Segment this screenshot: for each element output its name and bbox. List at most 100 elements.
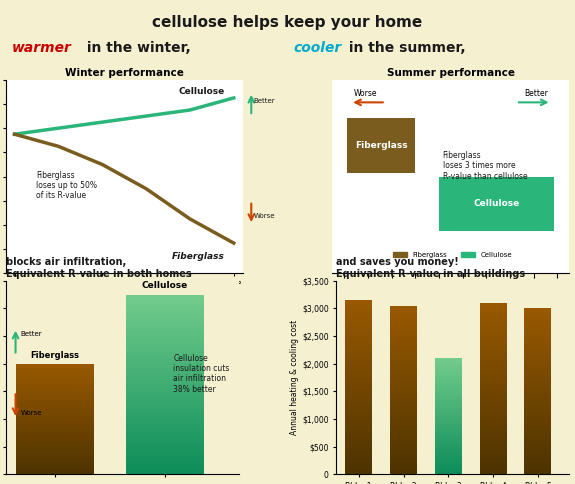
Bar [16,402,94,404]
Bar [390,331,417,333]
Bar [16,408,94,409]
Bar [390,456,417,457]
Bar [435,416,462,417]
Bar [480,341,507,342]
Bar [16,415,94,416]
Bar [126,427,204,429]
Bar [126,397,204,399]
Bar [16,472,94,473]
Bar [16,411,94,412]
Bar [524,345,551,347]
Bar [390,341,417,343]
Bar [480,406,507,408]
Bar [390,305,417,307]
Bar [16,377,94,378]
Bar [346,326,372,328]
Bar [524,342,551,343]
Bar [390,454,417,456]
Bar [346,370,372,372]
Bar [524,469,551,471]
Bar [435,415,462,416]
Bar [524,315,551,317]
Bar [390,309,417,311]
Bar [346,318,372,319]
Bar [16,376,94,377]
Bar [126,453,204,454]
Bar [480,380,507,382]
Bar [524,448,551,450]
Bar [390,419,417,420]
Bar [346,305,372,307]
Bar [16,444,94,446]
Bar [390,451,417,453]
Bar [390,373,417,375]
Bar [524,318,551,320]
Bar [524,355,551,357]
Bar [390,334,417,336]
Bar [435,469,462,471]
Bar [126,399,204,401]
Bar [346,436,372,438]
Bar [390,377,417,378]
Bar [480,404,507,406]
Bar [346,319,372,321]
Bar [390,358,417,360]
Bar [16,370,94,371]
Bar [346,413,372,415]
Bar [524,365,551,366]
Bar [126,429,204,431]
Bar [524,439,551,441]
Bar [126,302,204,303]
Bar [16,409,94,410]
Bar [435,398,462,399]
Bar [435,393,462,394]
Bar [390,343,417,345]
Bar [524,322,551,323]
Title: Winter performance: Winter performance [65,68,183,77]
Bar [16,404,94,405]
Bar [346,446,372,448]
Bar [390,355,417,356]
Bar [346,408,372,410]
Bar [126,426,204,427]
Bar [480,325,507,327]
Bar [126,368,204,370]
Bar [435,371,462,372]
Text: Better: Better [254,98,275,104]
Bar [480,339,507,341]
Bar [346,311,372,312]
Bar [435,361,462,362]
Bar [435,394,462,395]
Bar [346,439,372,441]
Bar [16,369,94,370]
Bar [435,428,462,429]
Bar [16,450,94,451]
Bar [390,388,417,390]
Bar [16,375,94,376]
Bar [126,366,204,368]
Bar [126,314,204,316]
Bar [524,453,551,454]
Bar [126,350,204,352]
Bar [480,366,507,368]
Bar [524,451,551,453]
Bar [390,436,417,437]
Bar [346,415,372,417]
Bar [390,439,417,440]
Bar [126,409,204,411]
Bar [126,421,204,422]
Bar [390,424,417,425]
Bar [16,373,94,374]
Bar [126,313,204,314]
Bar [346,328,372,330]
Bar [524,320,551,322]
Bar [126,437,204,439]
Text: Cellulose
insulation cuts
air infiltration
38% better: Cellulose insulation cuts air infiltrati… [174,354,230,394]
Bar [390,349,417,351]
Bar [480,318,507,320]
Bar [126,379,204,381]
Bar [16,439,94,440]
Bar [435,384,462,385]
Bar [16,436,94,437]
Bar [16,468,94,469]
